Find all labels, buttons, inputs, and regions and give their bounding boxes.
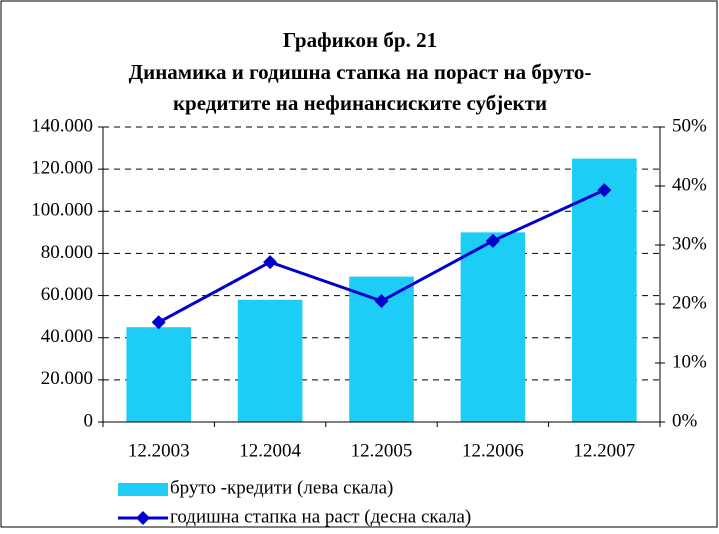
chart-title: Динамика и годишна стапка на пораст на б…: [129, 60, 592, 84]
legend-swatch: [136, 511, 150, 525]
x-tick-label: 12.2006: [462, 440, 524, 461]
y-tick-label: 0: [84, 410, 94, 431]
y2-tick-label: 30%: [672, 233, 707, 254]
y-tick-label: 100.000: [31, 200, 93, 221]
line-marker: [151, 315, 166, 330]
bar: [237, 299, 303, 422]
line-marker: [597, 183, 612, 198]
x-tick-label: 12.2003: [128, 440, 190, 461]
legend-swatch: [118, 483, 168, 496]
line-marker: [485, 233, 500, 248]
x-tick-label: 12.2004: [239, 440, 301, 461]
y2-tick-label: 10%: [672, 351, 707, 372]
bar: [571, 158, 637, 422]
line-marker: [374, 294, 389, 309]
y-tick-label: 80.000: [41, 242, 93, 263]
y-tick-label: 120.000: [31, 158, 93, 179]
legend-label: бруто -кредити (лева скала): [170, 477, 393, 498]
x-tick-label: 12.2007: [573, 440, 635, 461]
chart-title: Графикон бр. 21: [283, 28, 437, 52]
y2-tick-label: 50%: [672, 115, 707, 136]
y2-tick-label: 20%: [672, 292, 707, 313]
bar: [460, 232, 526, 422]
chart-title: кредитите на нефинансиските субјекти: [173, 91, 547, 115]
y-tick-label: 140.000: [31, 115, 93, 136]
line-marker: [263, 255, 278, 270]
x-tick-label: 12.2005: [351, 440, 413, 461]
legend-label: годишна стапка на раст (десна скала): [170, 506, 471, 527]
y2-tick-label: 0%: [672, 410, 698, 431]
y-tick-label: 60.000: [41, 284, 93, 305]
y-tick-label: 40.000: [41, 326, 93, 347]
y-tick-label: 20.000: [41, 368, 93, 389]
y2-tick-label: 40%: [672, 174, 707, 195]
bar: [126, 327, 192, 422]
